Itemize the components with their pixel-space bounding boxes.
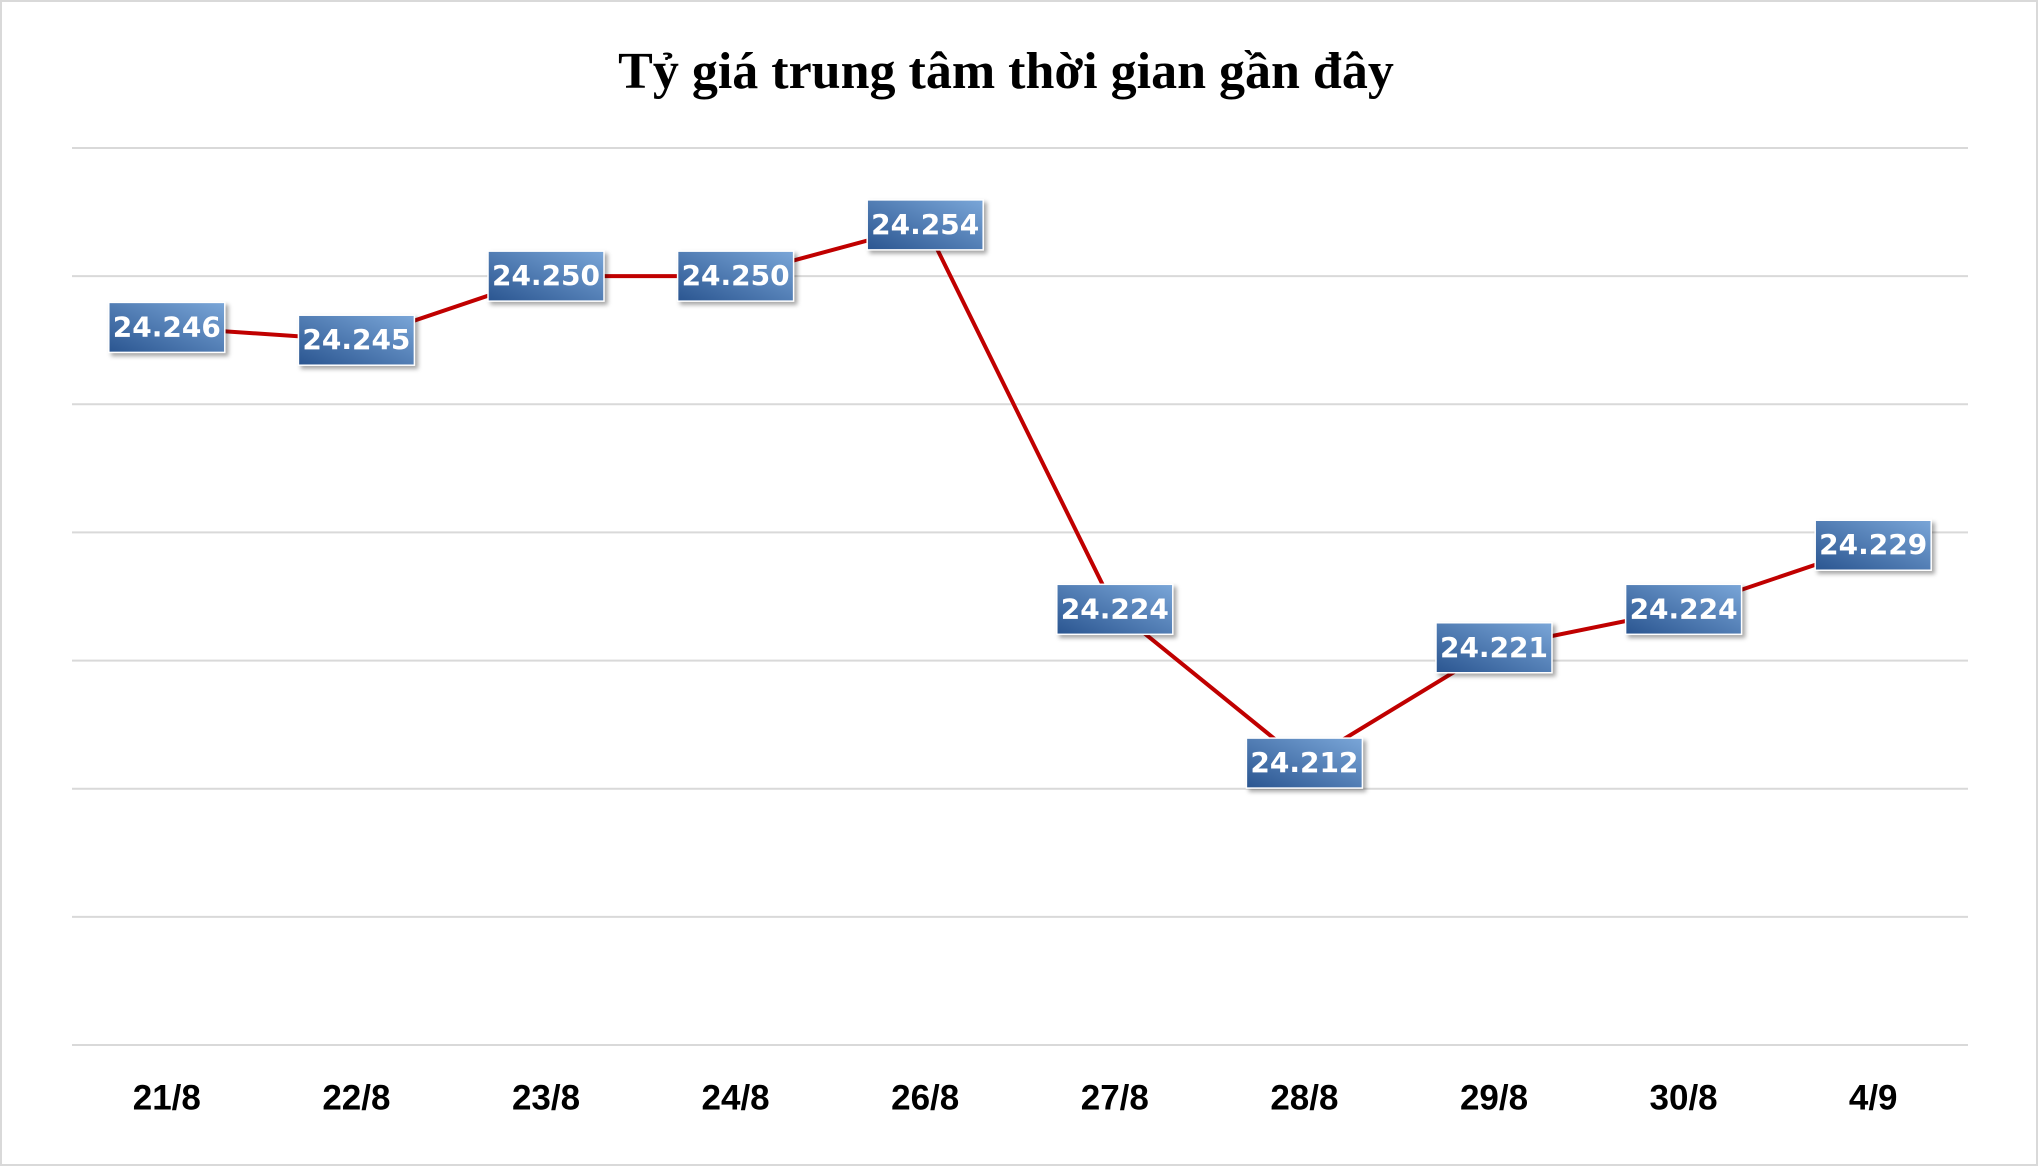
data-label: 24.224	[1630, 592, 1738, 625]
series-line	[166, 222, 1874, 766]
x-tick-label: 30/8	[1650, 1078, 1718, 1117]
x-tick-label: 4/9	[1849, 1078, 1898, 1117]
data-label-box	[297, 314, 416, 366]
data-label: 24.250	[492, 259, 600, 292]
data-label: 24.212	[1250, 746, 1358, 779]
data-label-box	[1624, 583, 1743, 636]
x-tick-label: 28/8	[1270, 1078, 1338, 1117]
x-tick-label: 23/8	[512, 1078, 580, 1117]
data-label: 24.224	[1061, 592, 1169, 625]
x-tick-label: 29/8	[1460, 1078, 1528, 1117]
data-label: 24.221	[1440, 631, 1548, 664]
x-tick-label: 22/8	[322, 1078, 390, 1117]
x-tick-label: 27/8	[1081, 1078, 1149, 1117]
x-tick-label: 26/8	[891, 1078, 959, 1117]
data-label-box	[676, 250, 795, 302]
data-label-box	[487, 250, 605, 302]
data-label: 24.229	[1819, 528, 1927, 561]
data-label-box	[1435, 622, 1553, 674]
data-label-box	[1814, 519, 1932, 571]
data-label: 24.250	[682, 259, 790, 292]
data-label-box	[1056, 583, 1174, 636]
data-label: 24.246	[113, 310, 221, 343]
data-label-box	[1245, 737, 1364, 789]
chart-title: Tỷ giá trung tâm thời gian gần đây	[618, 43, 1394, 100]
data-label-box	[108, 301, 226, 354]
x-tick-label: 24/8	[702, 1078, 770, 1117]
data-label: 24.254	[871, 208, 979, 241]
data-label: 24.245	[302, 323, 410, 356]
data-label-box	[866, 199, 984, 251]
x-tick-label: 21/8	[133, 1078, 201, 1117]
